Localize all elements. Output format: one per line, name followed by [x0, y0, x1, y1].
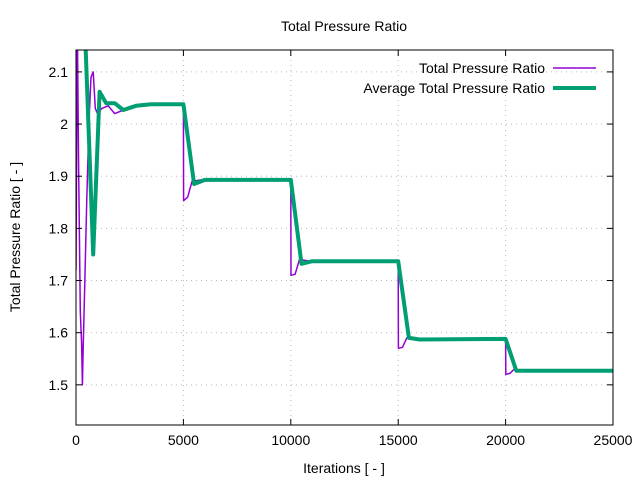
plot-frame: [75, 49, 614, 426]
y-tick-label: 1.6: [49, 325, 69, 341]
y-tick-label: 1.5: [49, 377, 69, 393]
x-tick-label: 20000: [486, 432, 525, 448]
y-tick-label: 1.8: [49, 220, 69, 236]
x-tick-label: 0: [72, 432, 80, 448]
series-line-2: [83, 50, 613, 373]
y-tick-label: 2.1: [49, 64, 69, 80]
x-tick-label: 5000: [168, 432, 199, 448]
y-axis-label: Total Pressure Ratio [ - ]: [7, 162, 23, 312]
grid: [75, 50, 614, 425]
axis-ticks: 0 5000 10000 15000 20000 25000 1.5 1.6 1.7 1.8 1.9…: [49, 50, 633, 448]
legend-label: Average Total Pressure Ratio: [363, 80, 545, 96]
x-tick-label: 10000: [271, 432, 310, 448]
y-tick-label: 1.7: [49, 273, 69, 289]
x-tick-label: 15000: [379, 432, 418, 448]
legend-label: Total Pressure Ratio: [419, 60, 545, 76]
y-tick-label: 2: [60, 116, 68, 132]
chart-title: Total Pressure Ratio: [281, 18, 407, 34]
x-axis-label: Iterations [ - ]: [303, 460, 385, 476]
x-tick-label: 25000: [594, 432, 633, 448]
legend: Total Pressure Ratio Average Total Pressu…: [363, 60, 596, 96]
y-tick-label: 1.9: [49, 168, 69, 184]
series-lines: [76, 50, 613, 386]
